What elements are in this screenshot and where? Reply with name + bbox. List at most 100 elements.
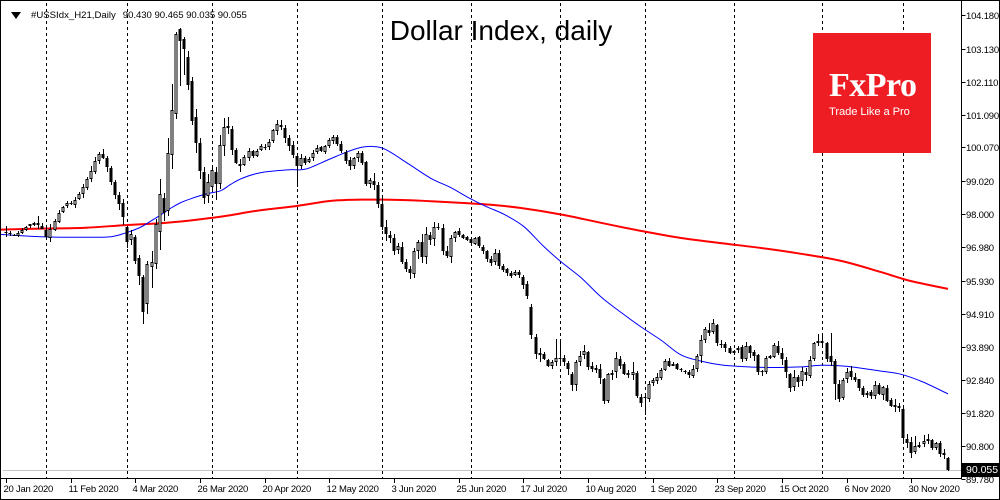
candle [586,351,590,370]
price-axis-label: 89.780 [966,474,994,486]
symbol-dropdown-icon[interactable] [11,12,21,19]
candle [327,138,331,148]
candle [622,362,626,375]
candle [594,365,598,373]
candle [436,223,440,230]
fxpro-logo-brand-text: FxPro [829,67,917,104]
candle [214,167,218,200]
price-axis-label: 93.890 [966,342,994,354]
candle [942,449,946,459]
candle [481,245,485,254]
candle [182,37,186,75]
price-axis-label: 98.000 [966,209,994,221]
candle [825,342,829,362]
candle [691,365,695,378]
candle [384,220,388,241]
candle [287,135,291,151]
candle [909,437,913,458]
candle [12,234,16,236]
candle [408,266,412,279]
price-axis-label: 99.020 [966,176,994,188]
candle [760,370,764,376]
candle [675,363,679,370]
candle [348,157,352,170]
candle [93,157,97,174]
candle [190,77,194,125]
candle [509,271,513,278]
candle [238,159,242,172]
candle [574,360,578,391]
price-axis-label: 100.070 [966,142,999,154]
candle [723,342,727,352]
candle [529,304,533,339]
candle [639,394,643,407]
candle [461,234,465,239]
fxpro-logo-tagline: Trade Like a Pro [829,106,910,118]
candle [703,327,707,343]
candle [73,197,77,208]
candle [77,192,81,200]
candle [335,135,339,146]
candle [885,385,889,402]
candle [728,346,732,354]
candle [420,234,424,263]
candle [772,343,776,358]
candle [736,346,740,353]
candle [845,368,849,383]
candle [877,383,881,395]
candle [788,373,792,392]
candle [206,174,210,203]
candle [226,117,230,134]
candle [501,264,505,272]
candle [376,182,380,208]
candle [679,368,683,372]
candle [121,199,125,225]
candle [873,381,877,399]
price-axis-label: 90.800 [966,441,994,453]
candle [905,434,909,448]
candle [732,350,736,355]
candle [105,156,109,172]
candle [396,243,400,254]
candle [295,154,299,187]
candle [352,157,356,169]
candle [89,166,93,182]
candle [841,378,845,400]
candle [145,261,149,314]
candle [388,231,392,243]
candle [651,378,655,386]
candle [267,139,271,150]
candle [133,235,137,264]
candle [279,120,283,130]
candle [631,362,635,380]
time-axis-label: 23 Sep 2020 [714,484,766,495]
candle [291,141,295,158]
candle [392,234,396,255]
candle [194,109,198,153]
candle [344,150,348,164]
candle [558,340,562,365]
candle [465,236,469,241]
price-axis-label: 92.840 [966,375,994,387]
candle [796,375,800,387]
candle [218,135,222,189]
candle [493,249,497,265]
candle [546,359,550,367]
candle [109,166,113,185]
candle [820,336,824,346]
candle [154,219,158,269]
candle [804,368,808,381]
candle [24,226,28,231]
candle [412,248,416,278]
candle [554,339,558,366]
candle [566,361,570,375]
candle [780,348,784,365]
candle [695,354,699,372]
candle [687,370,691,378]
candle [457,228,461,237]
candles-layer [4,28,950,471]
candle [869,390,873,399]
candle [449,235,453,263]
candle [453,231,457,242]
